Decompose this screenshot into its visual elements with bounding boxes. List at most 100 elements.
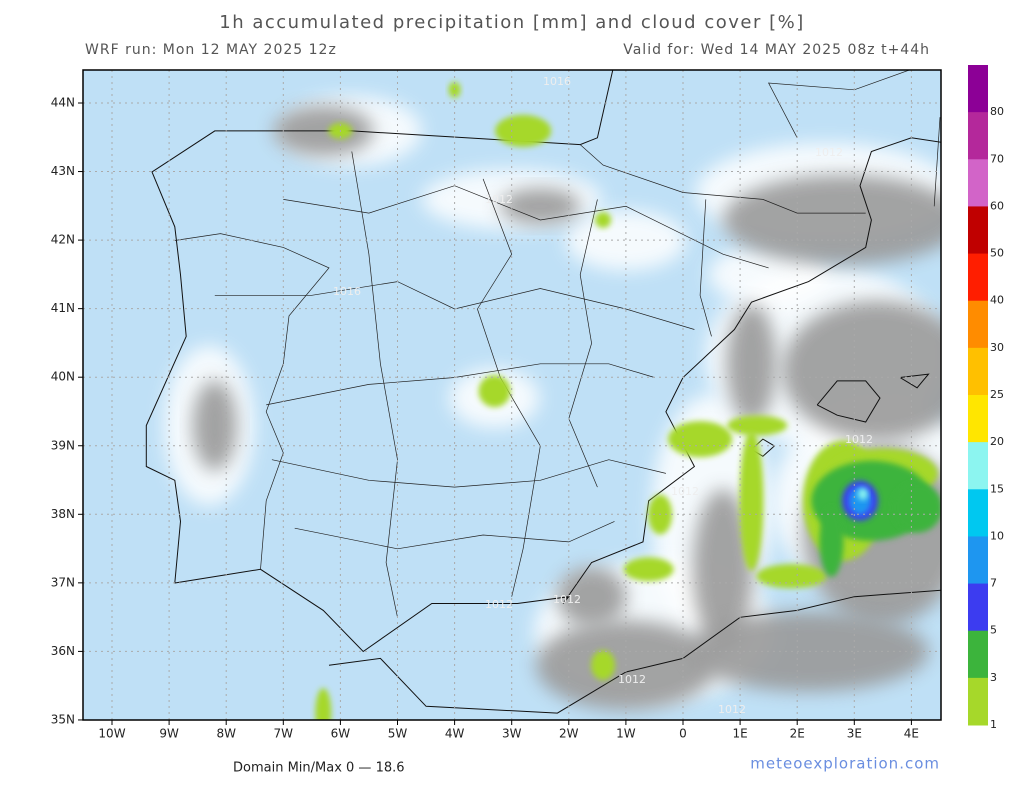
colorbar-label: 30 (990, 341, 1004, 354)
lat-label: 43N (51, 164, 75, 178)
colorbar-label: 15 (990, 482, 1004, 495)
coastline (145, 70, 941, 653)
colorbar-segment (968, 65, 988, 113)
region-border (214, 281, 695, 330)
lat-label: 37N (51, 575, 75, 589)
isobar-label: 1012 (718, 703, 746, 716)
cloud (192, 380, 237, 471)
colorbar-label: 5 (990, 624, 997, 637)
cloud (692, 489, 753, 650)
lon-label: 1E (732, 727, 747, 741)
isobar-label: 1016 (543, 75, 571, 88)
lat-label: 36N (51, 644, 75, 658)
lon-label: 4W (445, 727, 465, 741)
colorbar-label: 70 (990, 152, 1004, 165)
isobar-label: 1016 (333, 285, 361, 298)
domain-minmax: Domain Min/Max 0 — 18.6 (233, 761, 405, 776)
run-info: WRF run: Mon 12 MAY 2025 12z (85, 42, 337, 58)
isobar-label: 1012 (671, 485, 699, 498)
lon-label: 1W (616, 727, 636, 741)
axes: 44N 43N 42N 41N 40N 39N 38N 37N 36N 35N 10W 9W 8W 7W 6… (51, 96, 919, 741)
region-border (767, 70, 911, 138)
colorbar-segment (968, 300, 988, 349)
colorbar-segment (968, 536, 988, 585)
precip-area (892, 482, 941, 533)
isobar-label: 1012 (553, 593, 581, 606)
coastline (328, 589, 941, 714)
colorbar-segment (968, 395, 988, 443)
lat-label: 40N (51, 370, 75, 384)
lat-label: 35N (51, 712, 75, 726)
map: 1016 1012 1012 1016 1012 1012 1012 1012 … (83, 70, 941, 720)
lat-label: 44N (51, 96, 75, 110)
lon-label: 7W (274, 727, 294, 741)
colorbar-segment (968, 630, 988, 679)
colorbar-segment (968, 489, 988, 537)
lon-label: 5W (388, 727, 408, 741)
colorbar-segment (968, 159, 988, 207)
colorbar-segment (968, 677, 988, 726)
colorbar-segment (968, 347, 988, 396)
region-border (699, 199, 712, 337)
precip-area (591, 650, 616, 681)
precip-area (756, 564, 827, 589)
colorbar-label: 25 (990, 388, 1004, 401)
precip-area (478, 375, 511, 408)
cloud (726, 303, 777, 424)
lon-label: 3E (847, 727, 862, 741)
isobar-label: 1012 (815, 146, 843, 159)
lon-label: 4E (904, 727, 919, 741)
precip-area (727, 415, 788, 436)
precip-area (315, 688, 332, 720)
cloud (782, 300, 941, 441)
lon-label: 2W (559, 727, 579, 741)
isobar-label: 1012 (845, 433, 873, 446)
credit: meteoexploration.com (750, 755, 940, 773)
precip-area (819, 506, 844, 577)
region-border (271, 459, 666, 488)
region-border (933, 117, 941, 207)
region-border (351, 151, 398, 618)
colorbar-segment (968, 112, 988, 160)
graticule (83, 70, 941, 720)
colorbar-segment (968, 253, 988, 302)
lat-label: 39N (51, 438, 75, 452)
isobar-label: 1012 (618, 673, 646, 686)
precipitation (315, 81, 941, 720)
cloud-cover (164, 95, 941, 711)
colorbar-label: 1 (990, 718, 997, 731)
colorbar-label: 10 (990, 529, 1004, 542)
region-border (579, 144, 866, 214)
valid-info: Valid for: Wed 14 MAY 2025 08z t+44h (623, 42, 930, 58)
colorbar-label: 7 (990, 577, 997, 590)
lon-label: 2E (790, 727, 805, 741)
colorbar-segment (968, 206, 988, 255)
colorbar-label: 50 (990, 247, 1004, 260)
lat-label: 38N (51, 507, 75, 521)
island (899, 373, 930, 389)
colorbar-segment (968, 583, 988, 632)
lon-label: 3W (502, 727, 522, 741)
colorbar-label: 40 (990, 294, 1004, 307)
cloud (688, 611, 929, 692)
region-border (266, 363, 655, 406)
lon-label: 0 (679, 727, 687, 741)
isobar-label: 1012 (485, 598, 513, 611)
lat-label: 42N (51, 233, 75, 247)
island (816, 380, 881, 423)
precip-area (595, 211, 612, 228)
precip-area (857, 487, 868, 500)
cloud (722, 174, 941, 265)
lon-label: 10W (98, 727, 125, 741)
precip-area (623, 557, 674, 582)
colorbar-label: 20 (990, 435, 1004, 448)
precip-area (668, 421, 733, 458)
colorbar-label: 80 (990, 105, 1004, 118)
colorbar: 80 70 60 50 40 30 25 20 15 10 7 5 3 1 (968, 65, 1004, 731)
lat-label: 41N (51, 301, 75, 315)
colorbar-label: 60 (990, 199, 1004, 212)
colorbar-segment (968, 442, 988, 490)
title: 1h accumulated precipitation [mm] and cl… (219, 12, 804, 33)
precip-area (739, 430, 764, 571)
region-border (568, 199, 598, 488)
